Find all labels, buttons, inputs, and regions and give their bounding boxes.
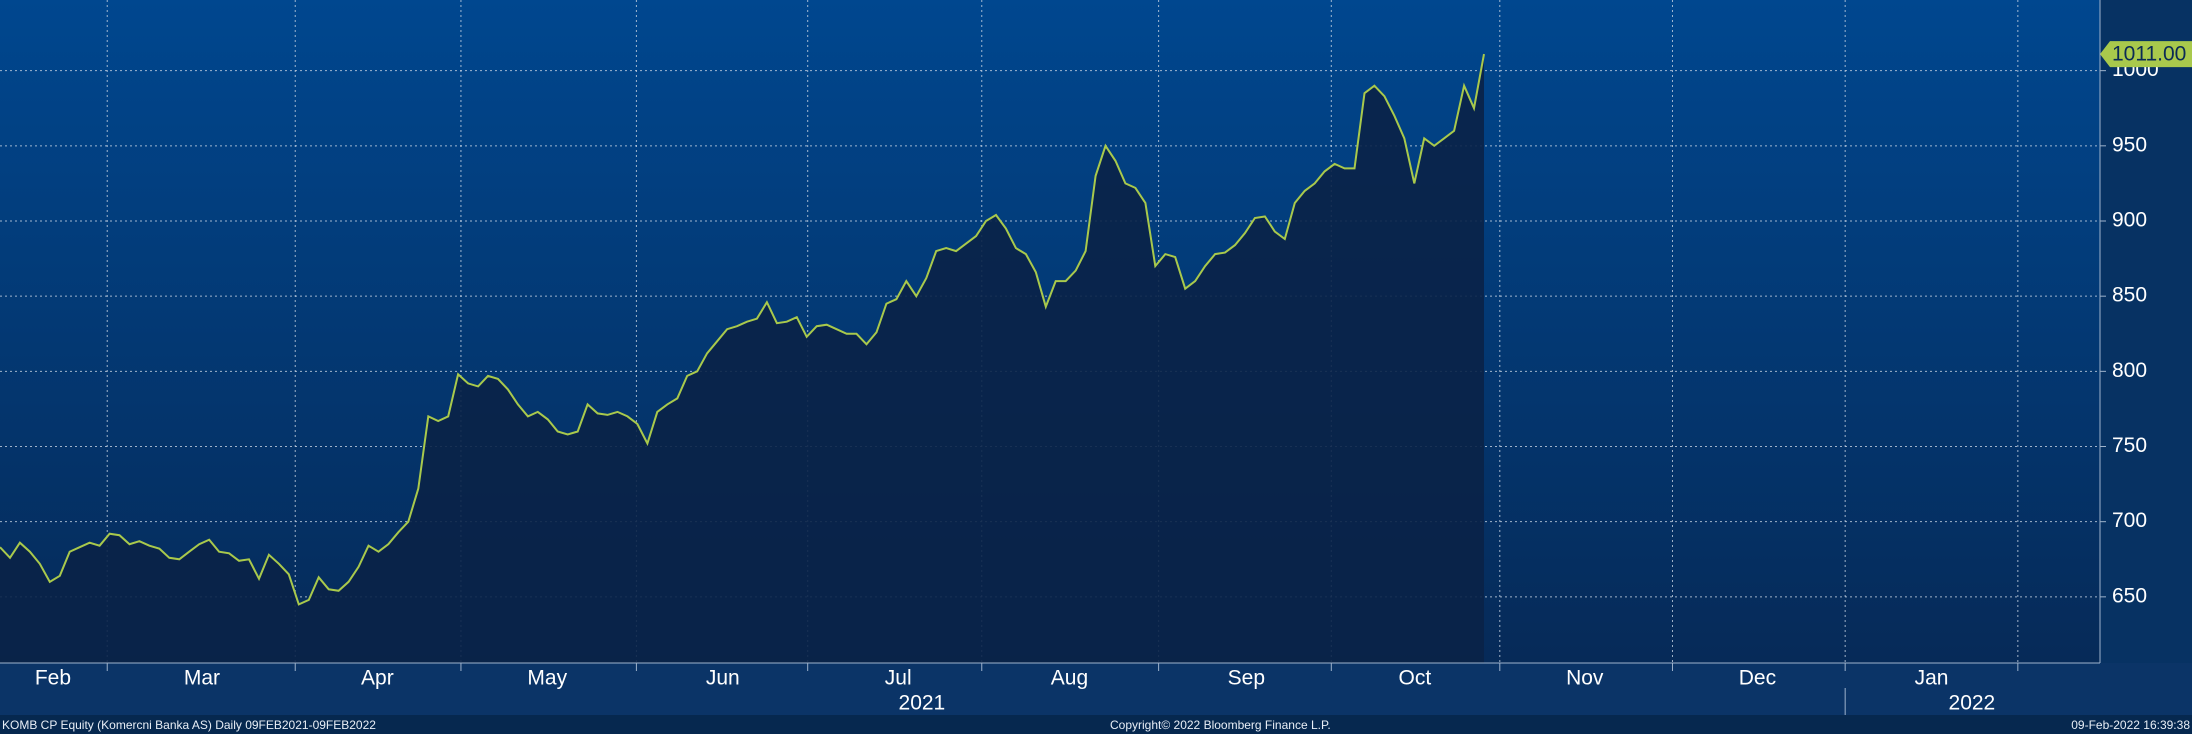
timestamp-text: 09-Feb-2022 16:39:38	[2071, 718, 2190, 732]
x-tick-label: Feb	[35, 667, 71, 690]
copyright-text: Copyright© 2022 Bloomberg Finance L.P.	[1110, 718, 1331, 732]
axis-background	[2100, 0, 2192, 663]
x-tick-label: Oct	[1399, 667, 1432, 690]
y-tick-label: 850	[2112, 284, 2147, 307]
area	[0, 54, 1484, 664]
last-value-label: 1011.00	[2112, 43, 2186, 66]
plot	[0, 53, 1485, 664]
price-line	[0, 53, 1485, 606]
x-tick-label: Jun	[706, 667, 740, 690]
x-tick-label: Jul	[885, 667, 912, 690]
year-label: 2021	[899, 692, 946, 715]
x-tick-label: Nov	[1566, 667, 1604, 690]
y-tick-label: 750	[2112, 434, 2147, 457]
x-tick-label: Aug	[1051, 667, 1088, 690]
x-tick-label: May	[527, 667, 567, 690]
x-tick-label: Sep	[1228, 667, 1265, 690]
x-tick-label: Apr	[361, 667, 394, 690]
last-value-tag	[2100, 41, 2192, 68]
x-tick-label: Mar	[184, 667, 220, 690]
x-tick-label: Jan	[1915, 667, 1949, 690]
ticker-text: KOMB CP Equity (Komercni Banka AS) Daily…	[2, 718, 376, 732]
y-tick-label: 900	[2112, 209, 2147, 232]
y-tick-label: 800	[2112, 359, 2147, 382]
footer-background	[0, 715, 2192, 734]
x-axis-background	[0, 663, 2192, 715]
y-tick-label: 950	[2112, 133, 2147, 156]
year-label: 2022	[1949, 692, 1996, 715]
x-tick-label: Dec	[1739, 667, 1776, 690]
y-tick-label: 700	[2112, 509, 2147, 532]
y-tick-label: 650	[2112, 584, 2147, 607]
